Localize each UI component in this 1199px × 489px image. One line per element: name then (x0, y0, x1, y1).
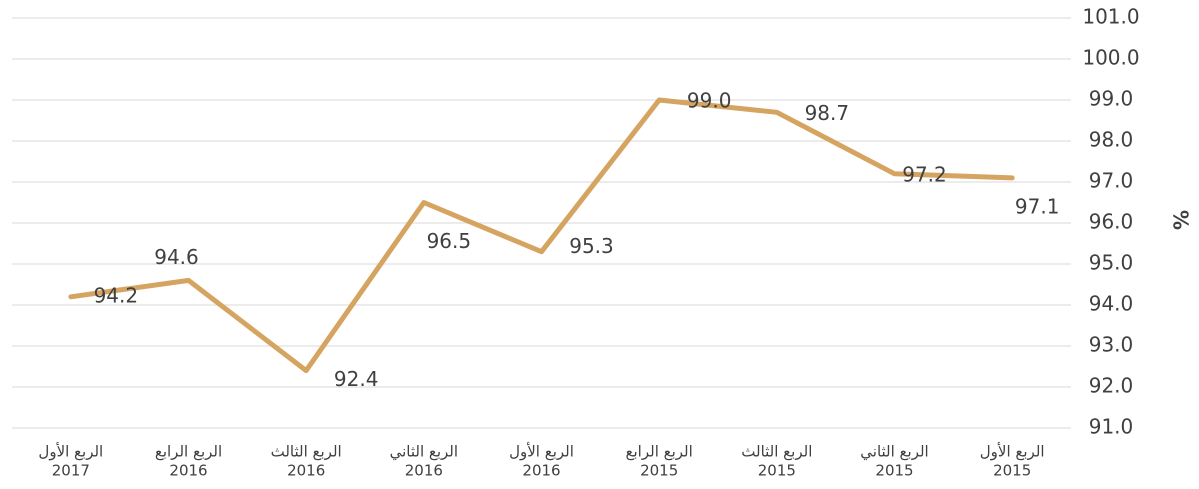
value-label: 97.2 (902, 162, 947, 186)
x-tick-label: 2016 (405, 462, 443, 480)
x-tick-label: 2017 (52, 462, 90, 480)
x-tick-label: الربع الثالث (741, 443, 812, 461)
x-tick-label: الربع الثالث (271, 443, 342, 461)
value-label: 97.1 (1015, 194, 1060, 218)
x-tick-label: الربع الرابع (626, 443, 693, 461)
x-tick-label: 2016 (522, 462, 560, 480)
x-tick-label: 2015 (993, 462, 1031, 480)
y-tick-label: 98.0 (1089, 128, 1134, 152)
x-tick-label: الربع الثاني (860, 443, 928, 462)
x-tick-label: 2016 (287, 462, 325, 480)
x-tick-label: 2015 (640, 462, 678, 480)
y-tick-label: 95.0 (1089, 251, 1134, 275)
x-tick-label: الربع الأول (38, 442, 103, 461)
y-tick-label: 93.0 (1089, 333, 1134, 357)
y-tick-label: 96.0 (1089, 210, 1134, 234)
x-tick-label: الربع الأول (509, 442, 574, 461)
value-label: 92.4 (334, 367, 379, 391)
value-label: 98.7 (805, 101, 850, 125)
value-label: 94.2 (94, 283, 139, 307)
x-tick-label: الربع الثاني (390, 443, 458, 462)
value-label: 94.6 (154, 245, 199, 269)
y-tick-label: 92.0 (1089, 374, 1134, 398)
data-line (68, 97, 1015, 374)
y-tick-label: 101.0 (1082, 5, 1139, 29)
y-tick-label: 91.0 (1089, 415, 1134, 439)
x-tick-label: الربع الأول (980, 442, 1045, 461)
value-label: 95.3 (569, 234, 614, 258)
value-label: 96.5 (427, 229, 472, 253)
x-tick-label: 2015 (875, 462, 913, 480)
value-label: 99.0 (687, 89, 732, 113)
y-tick-label: 99.0 (1089, 87, 1134, 111)
x-tick-label: 2015 (758, 462, 796, 480)
x-tick-label: الربع الرابع (155, 443, 222, 461)
y-tick-label: 97.0 (1089, 169, 1134, 193)
x-tick-label: 2016 (169, 462, 207, 480)
y-tick-label: 100.0 (1082, 46, 1139, 70)
y-tick-label: 94.0 (1089, 292, 1134, 316)
y-axis-title: % (1170, 210, 1194, 230)
